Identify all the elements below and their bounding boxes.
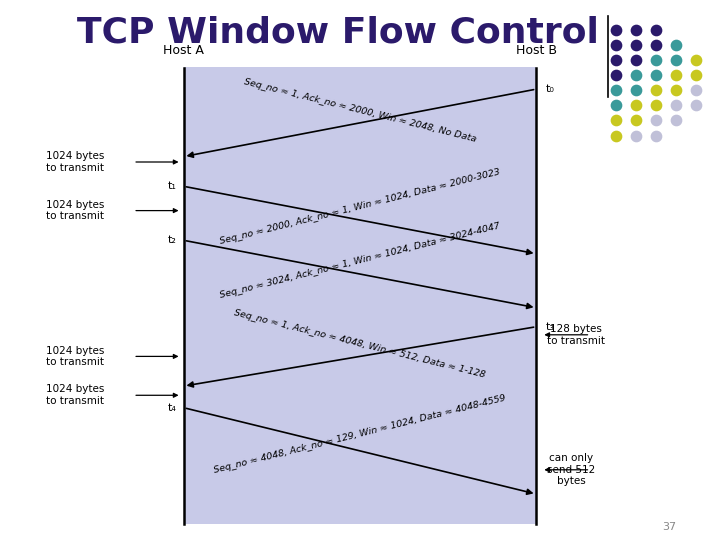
Text: can only
send 512
bytes: can only send 512 bytes <box>547 453 595 487</box>
Point <box>610 71 621 79</box>
Point <box>630 131 642 140</box>
Point <box>630 25 642 34</box>
Point <box>630 116 642 125</box>
Point <box>610 56 621 64</box>
Point <box>670 86 682 94</box>
Point <box>630 86 642 94</box>
Point <box>650 101 662 110</box>
Text: Seq_no ≈ 3024, Ack_no ≈ 1, Win ≈ 1024, Data ≈ 3024-4047: Seq_no ≈ 3024, Ack_no ≈ 1, Win ≈ 1024, D… <box>219 221 501 300</box>
Point <box>630 71 642 79</box>
Text: 1024 bytes
to transmit: 1024 bytes to transmit <box>46 384 105 406</box>
Text: 1024 bytes
to transmit: 1024 bytes to transmit <box>46 346 105 367</box>
Point <box>610 40 621 49</box>
Text: TCP Window Flow Control: TCP Window Flow Control <box>78 16 599 49</box>
Point <box>650 86 662 94</box>
Bar <box>184 68 536 524</box>
Point <box>610 86 621 94</box>
Text: t₄: t₄ <box>168 403 176 413</box>
Point <box>610 131 621 140</box>
Point <box>690 56 702 64</box>
Point <box>690 86 702 94</box>
Text: Seq_no ≈ 1, Ack_no ≈ 2000, Win ≈ 2048, No Data: Seq_no ≈ 1, Ack_no ≈ 2000, Win ≈ 2048, N… <box>243 77 477 144</box>
Text: 1024 bytes
to transmit: 1024 bytes to transmit <box>46 200 105 221</box>
Point <box>670 101 682 110</box>
Point <box>630 56 642 64</box>
Text: Seq_no ≈ 4048, Ack_no ≈ 129, Win ≈ 1024, Data ≈ 4048-4559: Seq_no ≈ 4048, Ack_no ≈ 129, Win ≈ 1024,… <box>213 394 507 475</box>
Text: Seq_no ≈ 2000, Ack_no ≈ 1, Win ≈ 1024, Data ≈ 2000-3023: Seq_no ≈ 2000, Ack_no ≈ 1, Win ≈ 1024, D… <box>219 167 501 246</box>
Point <box>670 116 682 125</box>
Point <box>630 101 642 110</box>
Point <box>670 40 682 49</box>
Text: 1024 bytes
to transmit: 1024 bytes to transmit <box>46 151 105 173</box>
Text: t₀: t₀ <box>546 84 554 94</box>
Point <box>690 71 702 79</box>
Point <box>650 56 662 64</box>
Text: t₂: t₂ <box>168 235 176 245</box>
Point <box>650 71 662 79</box>
Point <box>670 56 682 64</box>
Text: 37: 37 <box>662 522 677 532</box>
Point <box>630 40 642 49</box>
Point <box>610 116 621 125</box>
Point <box>610 25 621 34</box>
Text: Host B: Host B <box>516 44 557 57</box>
Point <box>670 71 682 79</box>
Point <box>610 101 621 110</box>
Point <box>650 116 662 125</box>
Point <box>650 40 662 49</box>
Text: Host A: Host A <box>163 44 204 57</box>
Text: Seq_no ≈ 1, Ack_no ≈ 4048, Win ≈ 512, Data ≈ 1-128: Seq_no ≈ 1, Ack_no ≈ 4048, Win ≈ 512, Da… <box>233 308 487 380</box>
Point <box>650 131 662 140</box>
Text: t₁: t₁ <box>168 181 176 191</box>
Point <box>650 25 662 34</box>
Point <box>690 101 702 110</box>
Text: t₃: t₃ <box>546 322 554 332</box>
Text: 128 bytes
to transmit: 128 bytes to transmit <box>547 324 606 346</box>
